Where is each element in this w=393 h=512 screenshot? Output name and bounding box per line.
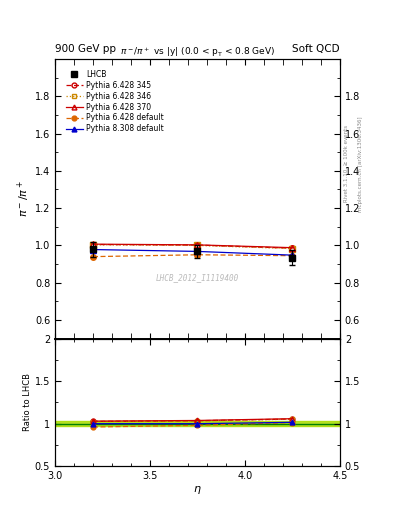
Text: Rivet 3.1.10, ≥ 100k events: Rivet 3.1.10, ≥ 100k events [344, 125, 349, 202]
Text: LHCB_2012_I1119400: LHCB_2012_I1119400 [156, 273, 239, 282]
Text: 900 GeV pp: 900 GeV pp [55, 44, 116, 54]
Legend: LHCB, Pythia 6.428 345, Pythia 6.428 346, Pythia 6.428 370, Pythia 6.428 default: LHCB, Pythia 6.428 345, Pythia 6.428 346… [64, 68, 165, 135]
Y-axis label: Ratio to LHCB: Ratio to LHCB [23, 373, 32, 431]
Bar [55, 421, 340, 426]
X-axis label: $\eta$: $\eta$ [193, 483, 202, 496]
Y-axis label: $\pi^-/\pi^+$: $\pi^-/\pi^+$ [16, 180, 32, 218]
Text: Soft QCD: Soft QCD [292, 44, 340, 54]
Title: $\pi^-/\pi^+$ vs |y| (0.0 < p$_\mathrm{T}$ < 0.8 GeV): $\pi^-/\pi^+$ vs |y| (0.0 < p$_\mathrm{T… [120, 45, 275, 59]
Text: mcplots.cern.ch [arXiv:1306.3436]: mcplots.cern.ch [arXiv:1306.3436] [358, 116, 363, 211]
